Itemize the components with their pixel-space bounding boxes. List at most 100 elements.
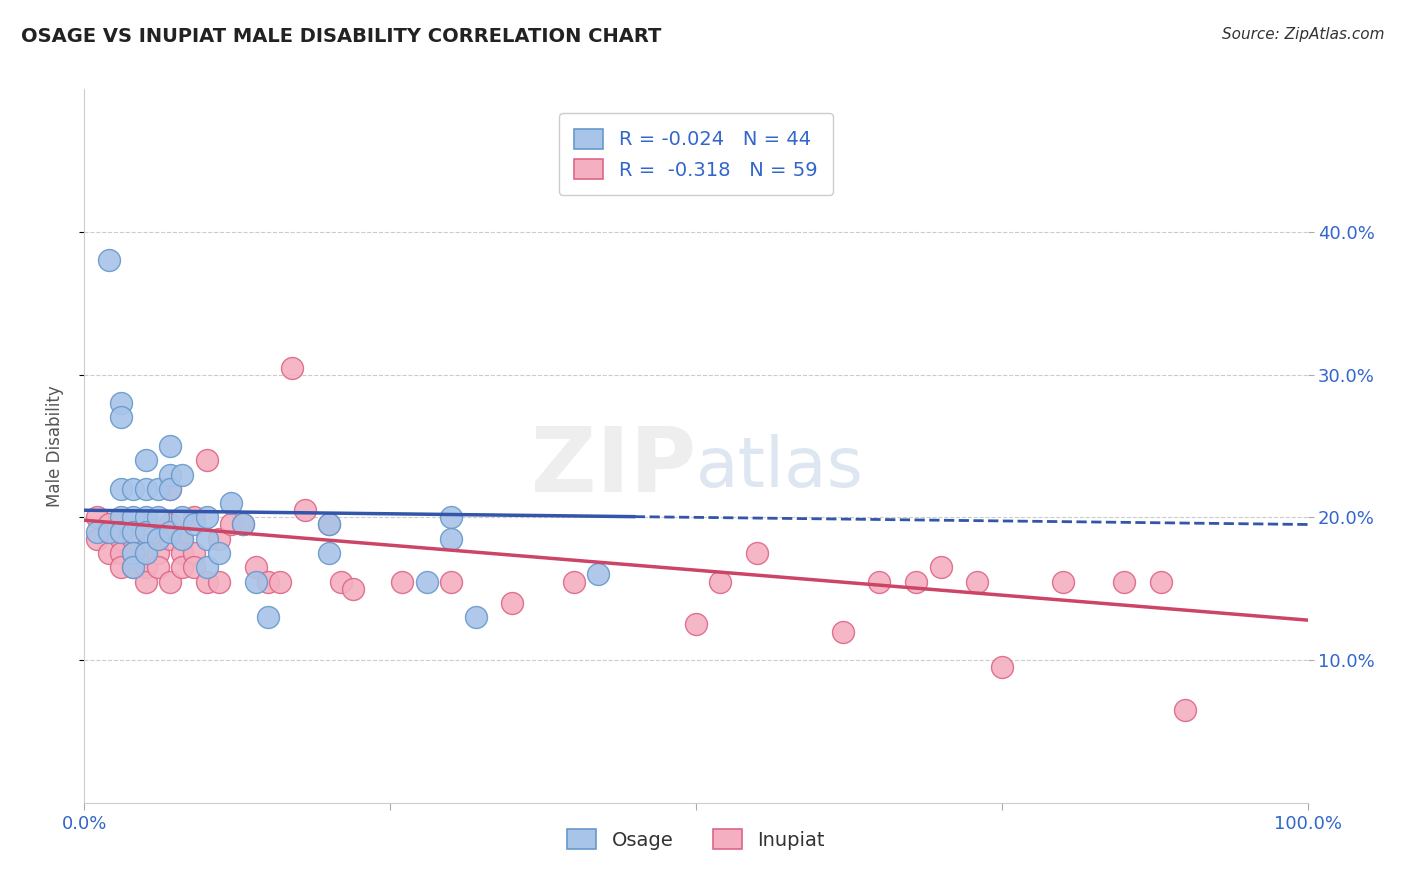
Point xyxy=(562,574,585,589)
Text: OSAGE VS INUPIAT MALE DISABILITY CORRELATION CHART: OSAGE VS INUPIAT MALE DISABILITY CORRELA… xyxy=(21,27,661,45)
Point xyxy=(122,532,145,546)
Point xyxy=(135,453,157,467)
Point xyxy=(86,510,108,524)
Text: ZIP: ZIP xyxy=(531,424,696,511)
Point xyxy=(110,482,132,496)
Point xyxy=(709,574,731,589)
Point xyxy=(159,532,181,546)
Point xyxy=(110,524,132,539)
Point xyxy=(146,546,169,560)
Point xyxy=(183,517,205,532)
Point xyxy=(159,482,181,496)
Point xyxy=(159,467,181,482)
Point xyxy=(685,617,707,632)
Point xyxy=(135,574,157,589)
Point xyxy=(110,410,132,425)
Point xyxy=(330,574,353,589)
Point xyxy=(110,546,132,560)
Point xyxy=(991,660,1014,674)
Point xyxy=(342,582,364,596)
Point xyxy=(208,546,231,560)
Point xyxy=(464,610,486,624)
Point xyxy=(416,574,439,589)
Point xyxy=(1150,574,1173,589)
Point xyxy=(257,610,280,624)
Text: Source: ZipAtlas.com: Source: ZipAtlas.com xyxy=(1222,27,1385,42)
Point xyxy=(281,360,304,375)
Point xyxy=(318,517,340,532)
Point xyxy=(122,510,145,524)
Point xyxy=(318,517,340,532)
Point xyxy=(122,482,145,496)
Point xyxy=(146,560,169,574)
Point xyxy=(208,574,231,589)
Point xyxy=(269,574,291,589)
Point xyxy=(208,532,231,546)
Point xyxy=(122,524,145,539)
Point xyxy=(1052,574,1074,589)
Point xyxy=(440,574,463,589)
Point xyxy=(183,510,205,524)
Point xyxy=(245,560,267,574)
Point xyxy=(183,560,205,574)
Point xyxy=(1114,574,1136,589)
Point xyxy=(195,574,218,589)
Point xyxy=(135,510,157,524)
Point xyxy=(172,560,194,574)
Point xyxy=(183,546,205,560)
Point xyxy=(219,517,242,532)
Point xyxy=(318,546,340,560)
Point xyxy=(110,560,132,574)
Point xyxy=(195,453,218,467)
Point xyxy=(110,510,132,524)
Point xyxy=(135,524,157,539)
Point xyxy=(172,467,194,482)
Point xyxy=(135,546,157,560)
Point xyxy=(172,532,194,546)
Point xyxy=(146,482,169,496)
Point xyxy=(294,503,316,517)
Point xyxy=(122,560,145,574)
Point xyxy=(135,560,157,574)
Point xyxy=(966,574,988,589)
Point xyxy=(122,546,145,560)
Point xyxy=(502,596,524,610)
Point xyxy=(159,574,181,589)
Point xyxy=(159,482,181,496)
Point xyxy=(97,517,120,532)
Text: atlas: atlas xyxy=(696,434,863,501)
Point xyxy=(257,574,280,589)
Point xyxy=(135,482,157,496)
Point xyxy=(97,524,120,539)
Point xyxy=(831,624,853,639)
Point xyxy=(195,510,218,524)
Point xyxy=(195,560,218,574)
Point xyxy=(219,496,242,510)
Point xyxy=(146,532,169,546)
Point xyxy=(747,546,769,560)
Point xyxy=(1174,703,1197,717)
Point xyxy=(159,524,181,539)
Point xyxy=(172,532,194,546)
Point xyxy=(110,517,132,532)
Point xyxy=(146,532,169,546)
Y-axis label: Male Disability: Male Disability xyxy=(45,385,63,507)
Point xyxy=(440,510,463,524)
Point xyxy=(86,532,108,546)
Point xyxy=(905,574,928,589)
Point xyxy=(929,560,952,574)
Point xyxy=(232,517,254,532)
Point xyxy=(110,532,132,546)
Point xyxy=(135,517,157,532)
Point xyxy=(245,574,267,589)
Point xyxy=(232,517,254,532)
Point xyxy=(97,253,120,268)
Point xyxy=(172,510,194,524)
Point xyxy=(195,532,218,546)
Point xyxy=(97,546,120,560)
Point xyxy=(110,396,132,410)
Point xyxy=(159,517,181,532)
Point xyxy=(122,560,145,574)
Legend: Osage, Inupiat: Osage, Inupiat xyxy=(560,822,832,857)
Point xyxy=(391,574,413,589)
